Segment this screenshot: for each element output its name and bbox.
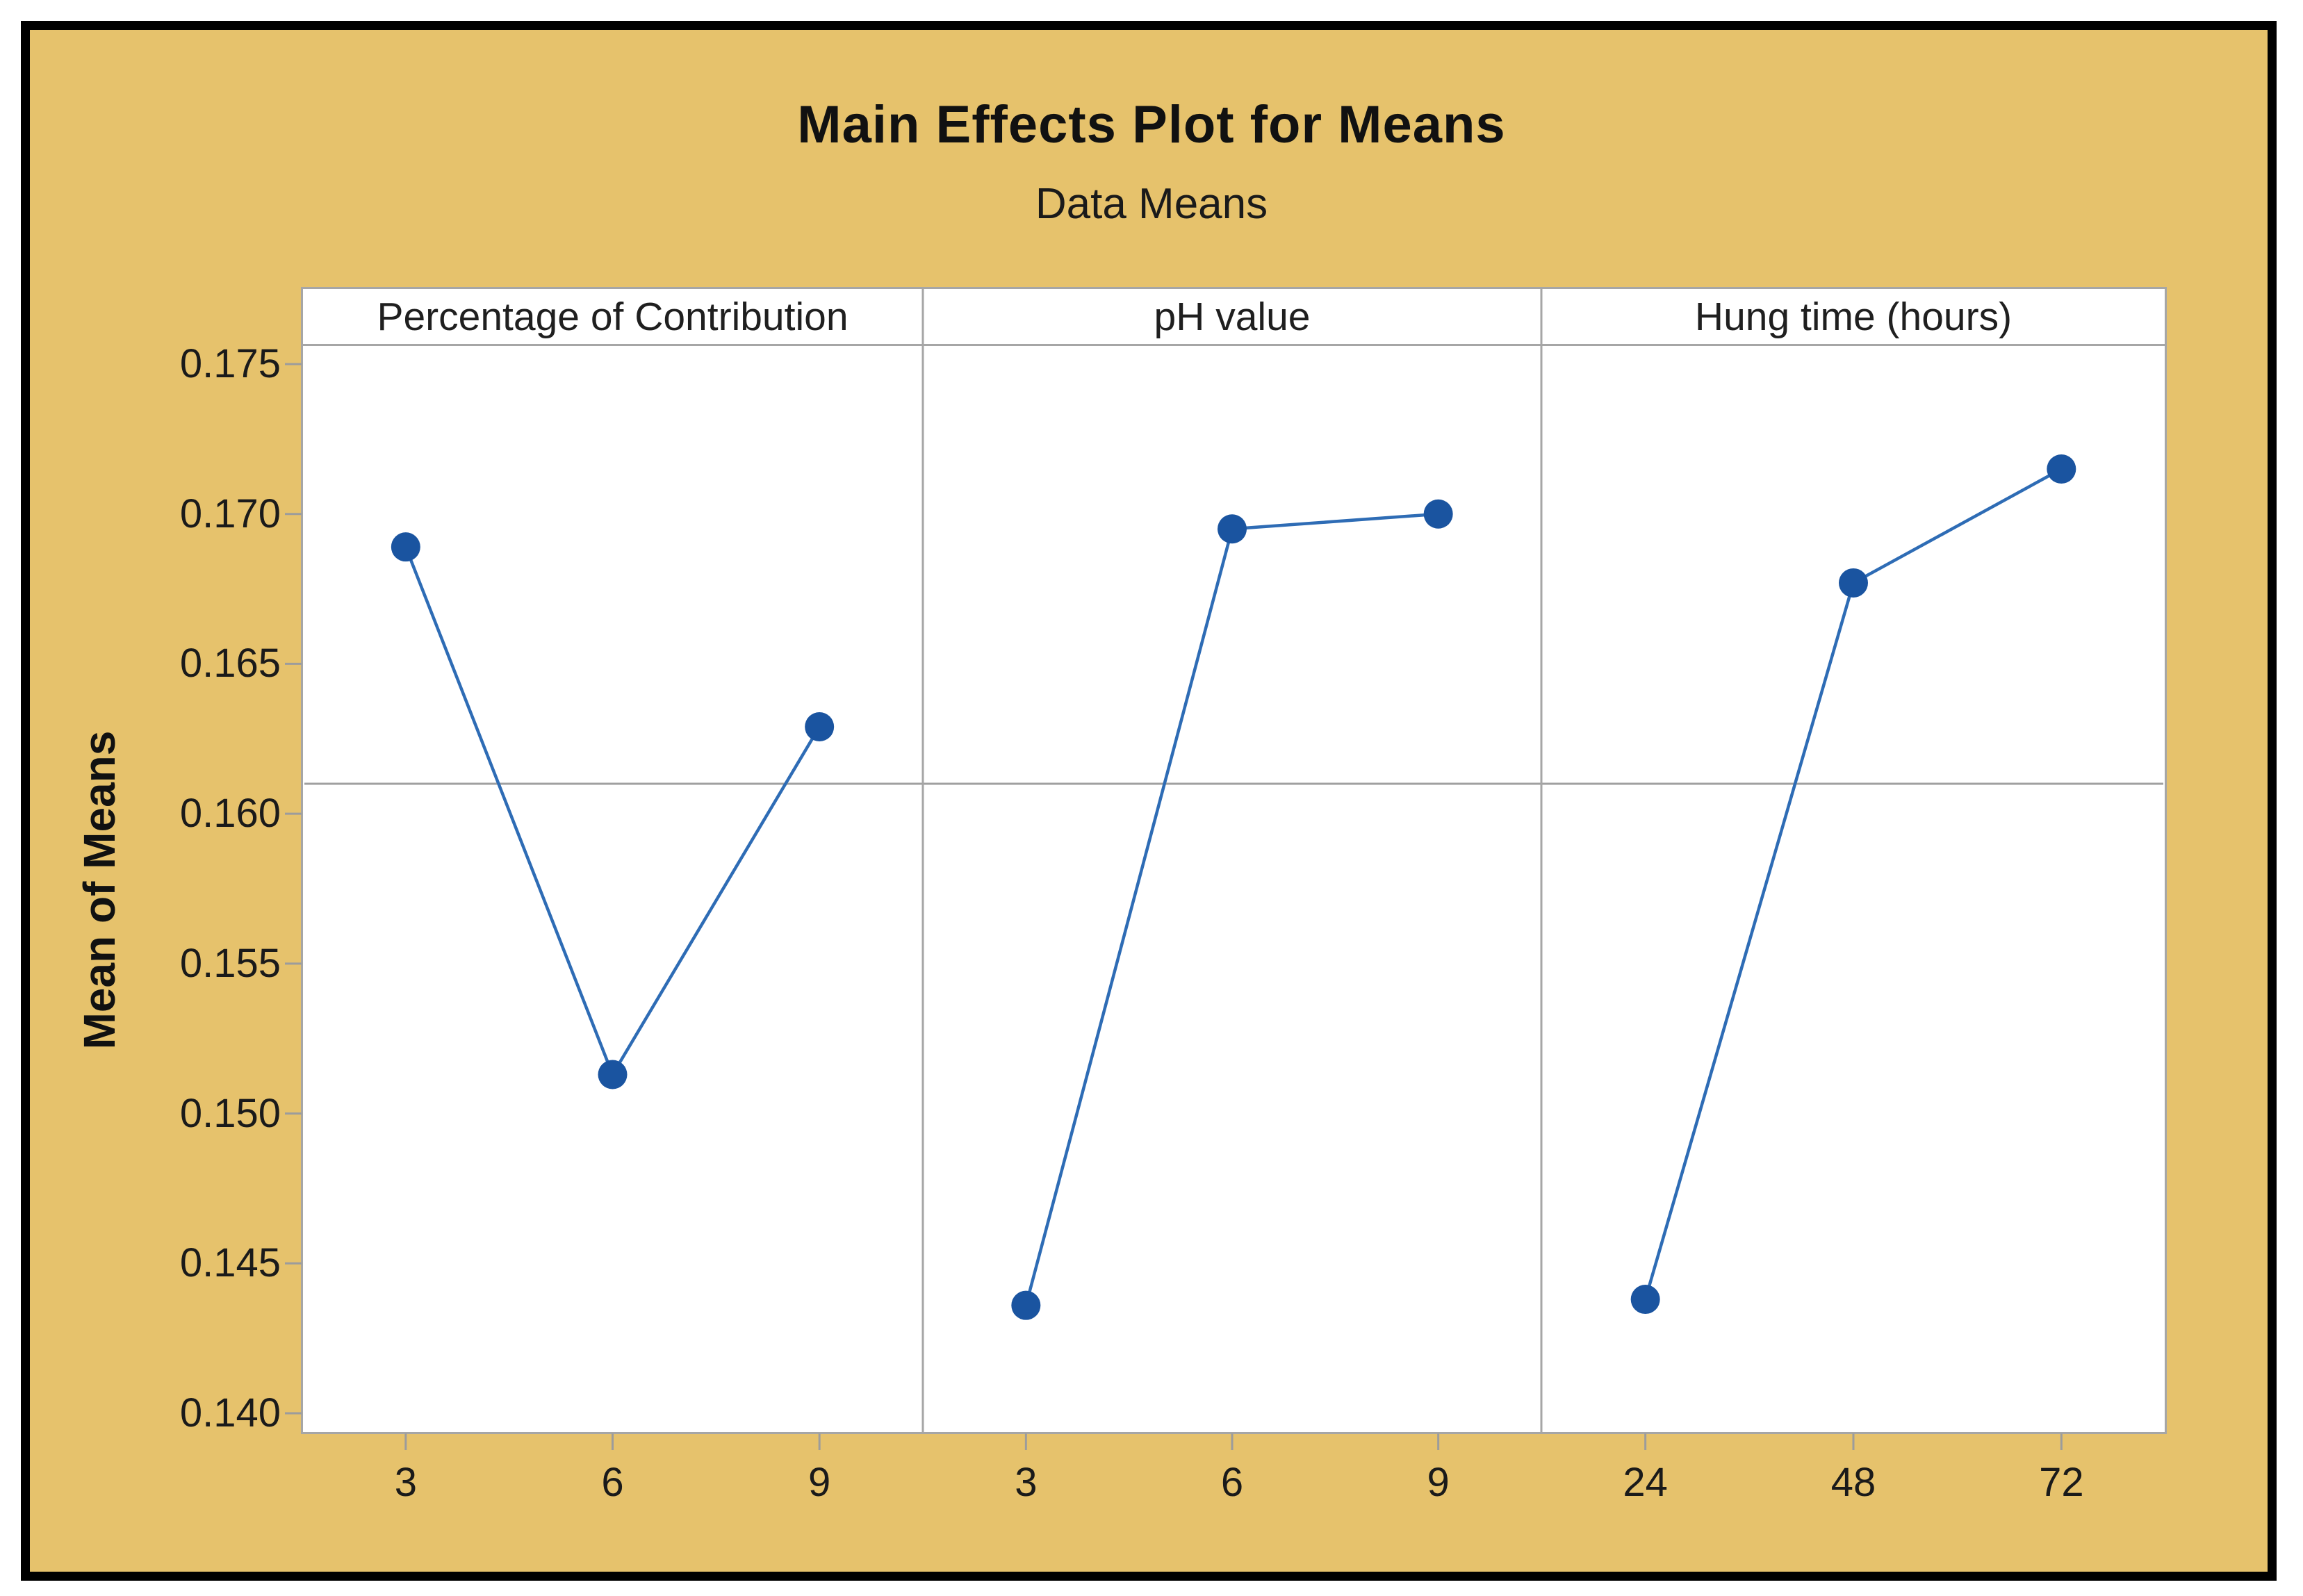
chart-title: Main Effects Plot for Means xyxy=(797,95,1506,154)
panel-header-percentage-of-contribution: Percentage of Contribution xyxy=(377,295,849,339)
data-point-marker xyxy=(598,1060,628,1089)
x-tick-label: 6 xyxy=(1220,1460,1244,1505)
data-point-marker xyxy=(805,712,835,742)
data-point-marker xyxy=(391,532,420,562)
y-tick-label: 0.160 xyxy=(179,791,281,837)
x-tick-label: 72 xyxy=(2039,1460,2084,1505)
x-tick-label: 3 xyxy=(1015,1460,1038,1505)
y-tick-label: 0.170 xyxy=(179,491,281,536)
y-tick-label: 0.165 xyxy=(179,641,281,686)
data-point-marker xyxy=(1011,1290,1041,1320)
x-tick-label: 48 xyxy=(1830,1460,1876,1505)
y-tick-label: 0.175 xyxy=(179,341,281,386)
data-point-marker xyxy=(2047,454,2076,484)
x-tick-label: 3 xyxy=(394,1460,417,1505)
data-point-marker xyxy=(1630,1285,1660,1315)
data-point-marker xyxy=(1423,499,1453,529)
y-tick-label: 0.155 xyxy=(179,940,281,986)
y-tick-label: 0.140 xyxy=(179,1390,281,1435)
panel-header-hung-time: Hung time (hours) xyxy=(1694,295,2013,339)
y-tick-label: 0.150 xyxy=(179,1090,281,1136)
x-tick-label: 9 xyxy=(1427,1460,1450,1505)
data-point-marker xyxy=(1839,568,1868,598)
x-tick-label: 6 xyxy=(601,1460,624,1505)
panel-header-ph-value: pH value xyxy=(1154,295,1311,339)
y-tick-label: 0.145 xyxy=(179,1240,281,1286)
data-point-marker xyxy=(1218,514,1247,544)
x-tick-label: 24 xyxy=(1623,1460,1668,1505)
chart-subtitle: Data Means xyxy=(1035,180,1268,228)
x-tick-label: 9 xyxy=(808,1460,831,1505)
